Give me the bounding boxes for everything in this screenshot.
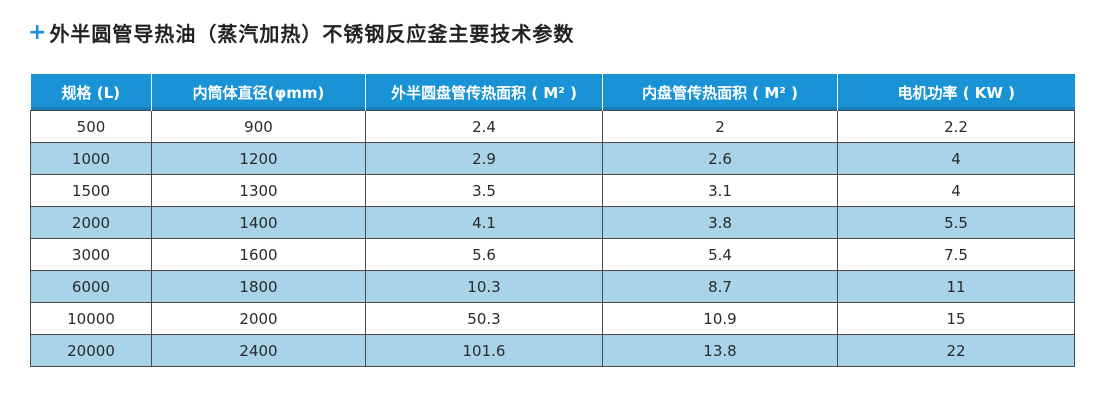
cell-outer-coil-area: 3.5 <box>365 174 603 207</box>
cell-outer-coil-area: 101.6 <box>365 334 603 367</box>
cell-inner-diameter: 1200 <box>151 142 366 175</box>
table-row: 1000 1200 2.9 2.6 4 <box>30 142 1075 175</box>
table-row: 500 900 2.4 2 2.2 <box>30 110 1075 143</box>
cell-inner-coil-area: 3.8 <box>602 206 838 239</box>
header-motor-power: 电机功率 ( KW ) <box>837 74 1075 111</box>
cell-outer-coil-area: 10.3 <box>365 270 603 303</box>
cell-inner-diameter: 1300 <box>151 174 366 207</box>
page-title-text: 外半圆管导热油（蒸汽加热）不锈钢反应釜主要技术参数 <box>49 21 575 46</box>
cell-inner-coil-area: 8.7 <box>602 270 838 303</box>
table-row: 1500 1300 3.5 3.1 4 <box>30 174 1075 207</box>
cell-outer-coil-area: 2.9 <box>365 142 603 175</box>
cell-outer-coil-area: 50.3 <box>365 302 603 335</box>
header-inner-coil-area: 内盘管传热面积 ( M² ) <box>602 74 838 111</box>
cell-motor-power: 7.5 <box>837 238 1075 271</box>
cell-inner-diameter: 1400 <box>151 206 366 239</box>
cell-inner-coil-area: 2.6 <box>602 142 838 175</box>
cell-outer-coil-area: 5.6 <box>365 238 603 271</box>
table-row: 2000 1400 4.1 3.8 5.5 <box>30 206 1075 239</box>
cell-capacity: 20000 <box>30 334 152 367</box>
cell-motor-power: 22 <box>837 334 1075 367</box>
cell-inner-coil-area: 5.4 <box>602 238 838 271</box>
table-row: 6000 1800 10.3 8.7 11 <box>30 270 1075 303</box>
cell-inner-coil-area: 10.9 <box>602 302 838 335</box>
table-row: 3000 1600 5.6 5.4 7.5 <box>30 238 1075 271</box>
cell-outer-coil-area: 2.4 <box>365 110 603 143</box>
cell-motor-power: 4 <box>837 174 1075 207</box>
cell-motor-power: 5.5 <box>837 206 1075 239</box>
header-outer-coil-area: 外半圆盘管传热面积 ( M² ) <box>365 74 603 111</box>
cell-inner-diameter: 2400 <box>151 334 366 367</box>
cell-motor-power: 2.2 <box>837 110 1075 143</box>
cell-motor-power: 15 <box>837 302 1075 335</box>
header-capacity: 规格 (L) <box>30 74 152 111</box>
cell-capacity: 1500 <box>30 174 152 207</box>
cell-inner-diameter: 900 <box>151 110 366 143</box>
header-inner-diameter: 内筒体直径(φmm) <box>151 74 366 111</box>
cell-inner-coil-area: 2 <box>602 110 838 143</box>
cell-capacity: 6000 <box>30 270 152 303</box>
plus-icon: + <box>28 19 48 45</box>
cell-capacity: 1000 <box>30 142 152 175</box>
cell-inner-diameter: 2000 <box>151 302 366 335</box>
cell-inner-diameter: 1600 <box>151 238 366 271</box>
cell-motor-power: 11 <box>837 270 1075 303</box>
cell-motor-power: 4 <box>837 142 1075 175</box>
page-title: + 外半圆管导热油（蒸汽加热）不锈钢反应釜主要技术参数 <box>28 17 574 47</box>
cell-inner-coil-area: 3.1 <box>602 174 838 207</box>
cell-capacity: 3000 <box>30 238 152 271</box>
cell-inner-coil-area: 13.8 <box>602 334 838 367</box>
spec-table: 规格 (L) 内筒体直径(φmm) 外半圆盘管传热面积 ( M² ) 内盘管传热… <box>30 74 1075 367</box>
table-row: 10000 2000 50.3 10.9 15 <box>30 302 1075 335</box>
cell-capacity: 2000 <box>30 206 152 239</box>
cell-outer-coil-area: 4.1 <box>365 206 603 239</box>
table-row: 20000 2400 101.6 13.8 22 <box>30 334 1075 367</box>
cell-inner-diameter: 1800 <box>151 270 366 303</box>
table-header-row: 规格 (L) 内筒体直径(φmm) 外半圆盘管传热面积 ( M² ) 内盘管传热… <box>30 74 1075 111</box>
cell-capacity: 500 <box>30 110 152 143</box>
cell-capacity: 10000 <box>30 302 152 335</box>
